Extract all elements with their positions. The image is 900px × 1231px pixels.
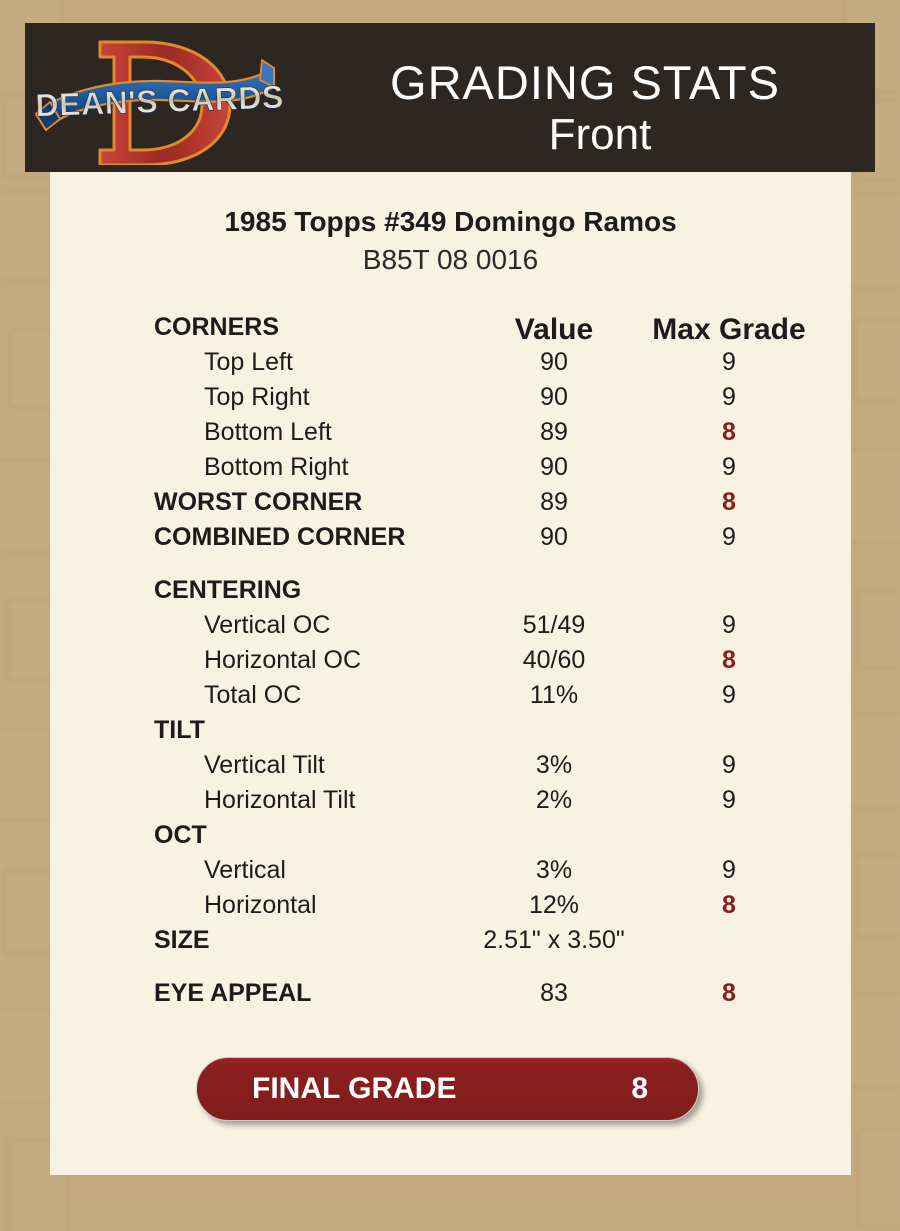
svg-text:DEAN'S CARDS: DEAN'S CARDS: [35, 79, 284, 124]
